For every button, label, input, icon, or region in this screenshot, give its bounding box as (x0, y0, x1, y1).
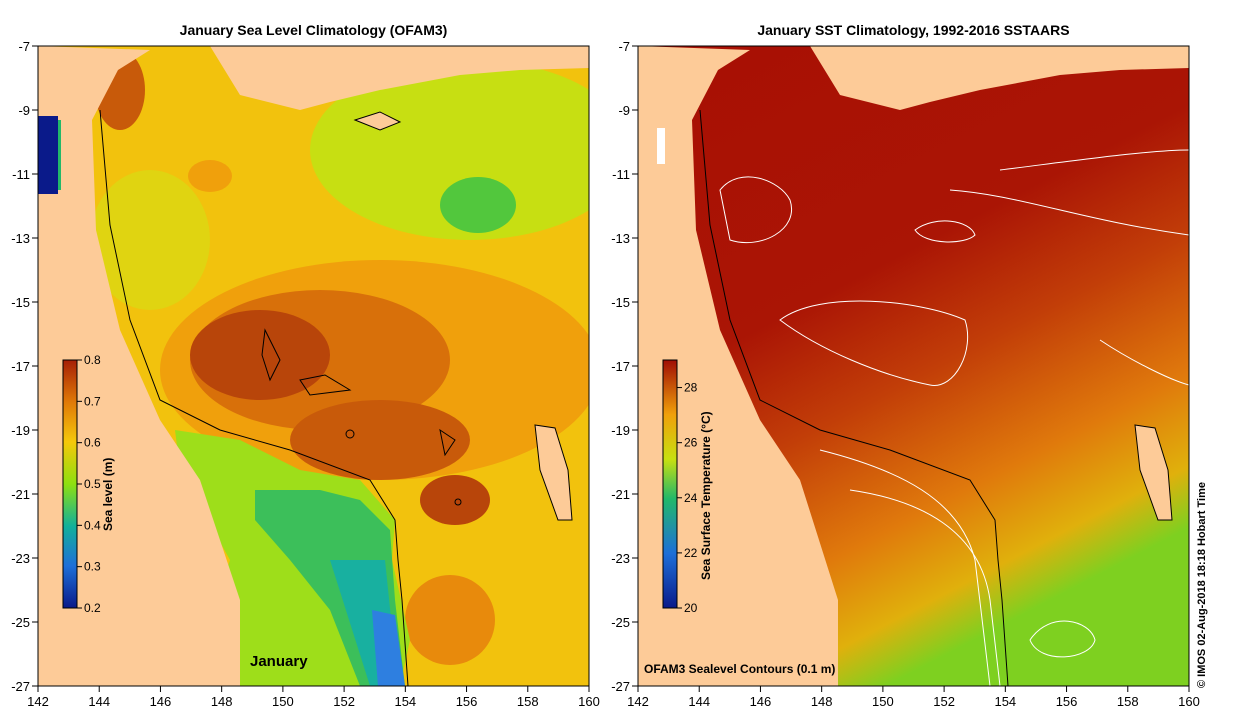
sst-colorbar (662, 359, 678, 609)
x-tick-label: 150 (272, 694, 294, 709)
colorbar-tick-label: 0.3 (84, 560, 101, 574)
colorbar-tick-label: 0.7 (84, 394, 101, 408)
sst-map (638, 46, 1189, 686)
x-tick-label: 142 (27, 694, 49, 709)
colorbar-tick-label: 0.8 (84, 353, 101, 367)
y-tick-label: -13 (11, 231, 30, 246)
map-axes: 142 144 146 148 150 152 154 156 158 160 -7 -9 -11 -13… (11, 39, 1200, 709)
x-tick-label: 158 (1117, 694, 1139, 709)
y-tick-label: -27 (11, 679, 30, 694)
timestamp-credit: © IMOS 02-Aug-2018 18:18 Hobart Time (1196, 482, 1208, 688)
y-tick-label: -15 (11, 295, 30, 310)
y-tick-label: -15 (611, 295, 630, 310)
x-tick-label: 144 (688, 694, 710, 709)
y-tick-label: -21 (611, 487, 630, 502)
y-tick-label: -23 (611, 551, 630, 566)
colorbar-tick-label: 28 (684, 381, 698, 395)
colorbar-tick-label: 24 (684, 491, 698, 505)
x-tick-label: 154 (994, 694, 1016, 709)
colorbar-tick-label: 0.2 (84, 601, 101, 615)
colorbar-tick-label: 0.5 (84, 477, 101, 491)
colorbar-tick-label: 0.6 (84, 436, 101, 450)
x-tick-label: 156 (1056, 694, 1078, 709)
x-tick-label: 154 (394, 694, 416, 709)
y-tick-label: -23 (11, 551, 30, 566)
sea-level-colorbar-label: Sea level (m) (101, 457, 115, 531)
y-tick-label: -9 (618, 103, 630, 118)
right-map-title: January SST Climatology, 1992-2016 SSTAA… (757, 22, 1070, 38)
y-tick-label: -11 (12, 167, 30, 182)
colorbar-tick-label: 0.4 (84, 518, 101, 532)
sst-colorbar-label: Sea Surface Temperature (°C) (699, 411, 713, 580)
left-map-title: January Sea Level Climatology (OFAM3) (179, 22, 448, 38)
x-tick-label: 150 (872, 694, 894, 709)
y-tick-label: -17 (611, 359, 630, 374)
colorbar-tick-label: 26 (684, 436, 698, 450)
y-tick-label: -25 (11, 615, 30, 630)
contours-annotation: OFAM3 Sealevel Contours (0.1 m) (644, 662, 836, 676)
y-tick-label: -7 (18, 39, 30, 54)
y-tick-label: -7 (618, 39, 630, 54)
x-tick-label: 160 (1178, 694, 1200, 709)
x-tick-label: 144 (88, 694, 110, 709)
x-tick-label: 148 (811, 694, 833, 709)
sea-level-map (38, 46, 589, 686)
y-tick-label: -13 (611, 231, 630, 246)
x-tick-label: 152 (933, 694, 955, 709)
colorbar-tick-label: 22 (684, 546, 698, 560)
x-tick-label: 160 (578, 694, 600, 709)
x-tick-label: 152 (333, 694, 355, 709)
x-tick-label: 158 (517, 694, 539, 709)
y-tick-label: -27 (611, 679, 630, 694)
x-tick-label: 148 (211, 694, 233, 709)
x-tick-label: 142 (627, 694, 649, 709)
x-tick-label: 146 (150, 694, 172, 709)
y-tick-label: -25 (611, 615, 630, 630)
x-tick-label: 146 (750, 694, 772, 709)
sea-level-colorbar (62, 359, 78, 609)
x-tick-label: 156 (456, 694, 478, 709)
colorbar-tick-label: 20 (684, 601, 698, 615)
y-tick-label: -21 (11, 487, 30, 502)
y-tick-label: -19 (11, 423, 30, 438)
y-tick-label: -9 (18, 103, 30, 118)
y-tick-label: -11 (612, 167, 630, 182)
y-tick-label: -17 (11, 359, 30, 374)
y-tick-label: -19 (611, 423, 630, 438)
month-annotation: January (250, 653, 308, 670)
